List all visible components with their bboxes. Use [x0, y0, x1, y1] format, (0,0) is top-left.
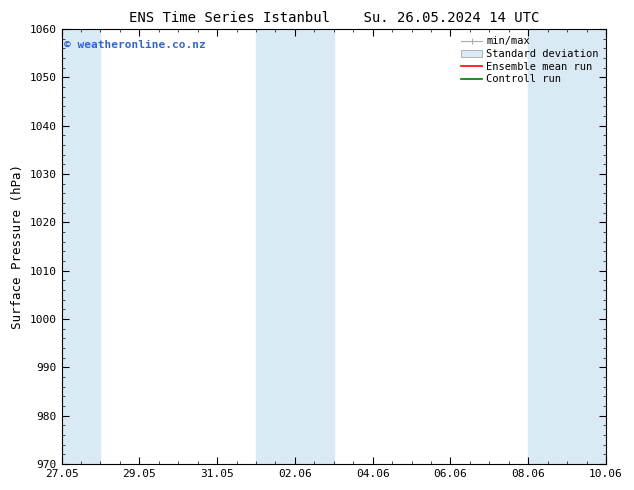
Bar: [528, 29, 606, 464]
Bar: [256, 29, 333, 464]
Bar: [61, 29, 100, 464]
Text: © weatheronline.co.nz: © weatheronline.co.nz: [64, 40, 206, 50]
Y-axis label: Surface Pressure (hPa): Surface Pressure (hPa): [11, 164, 24, 329]
Title: ENS Time Series Istanbul    Su. 26.05.2024 14 UTC: ENS Time Series Istanbul Su. 26.05.2024 …: [129, 11, 539, 25]
Legend: min/max, Standard deviation, Ensemble mean run, Controll run: min/max, Standard deviation, Ensemble me…: [459, 34, 601, 86]
